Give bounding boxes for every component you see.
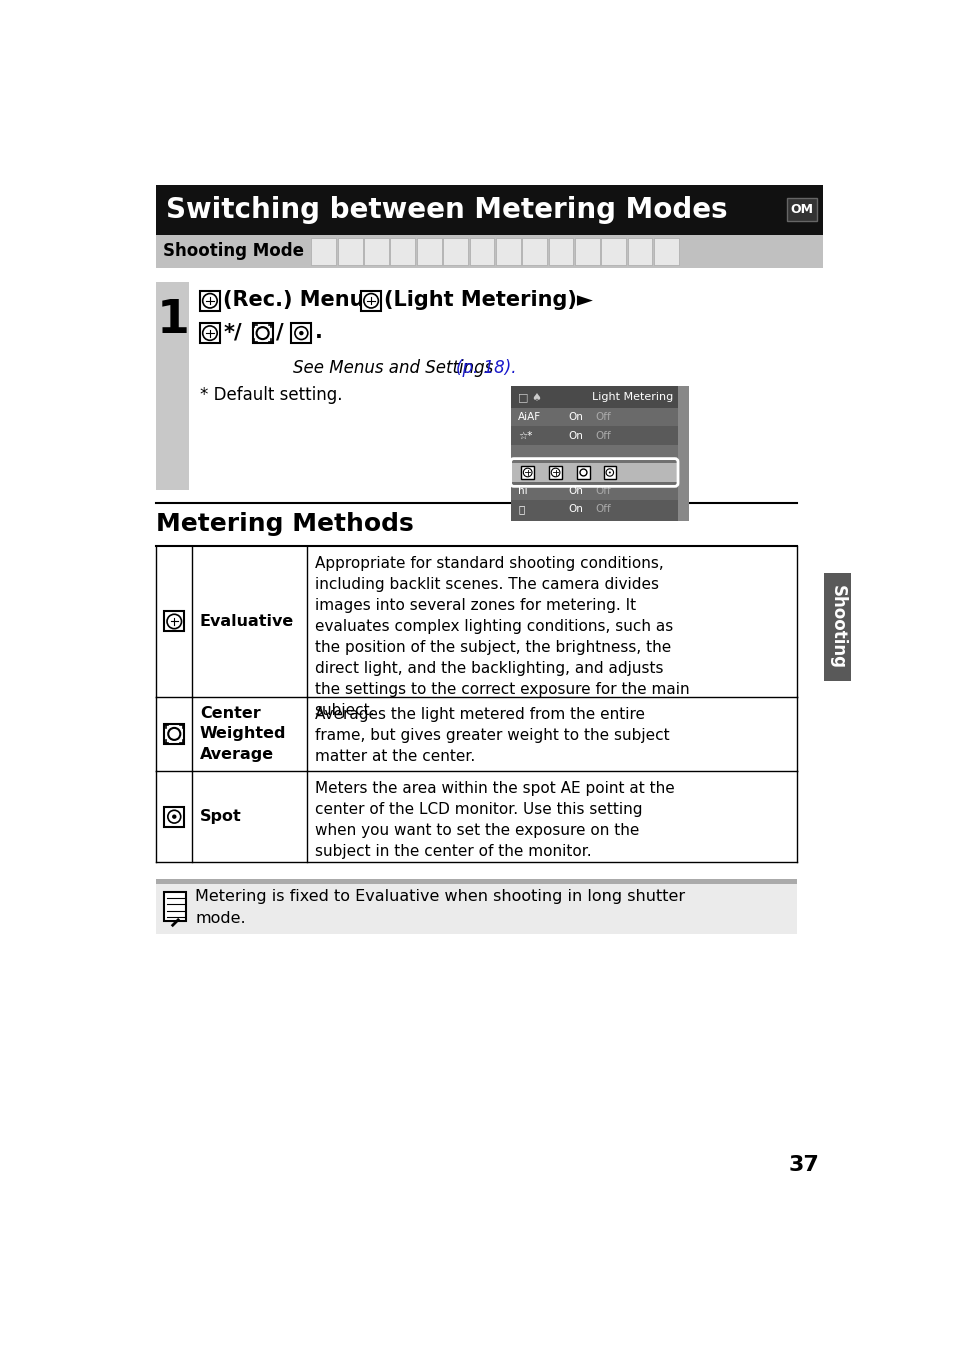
Text: Evaluative: Evaluative xyxy=(199,613,294,629)
Bar xyxy=(360,291,381,311)
Bar xyxy=(510,386,688,521)
Bar xyxy=(654,238,679,265)
Bar xyxy=(199,291,220,311)
Bar xyxy=(390,238,415,265)
Bar xyxy=(521,238,546,265)
Bar xyxy=(510,482,678,500)
Bar xyxy=(786,198,816,221)
Bar xyxy=(364,238,389,265)
Text: ⌖: ⌖ xyxy=(517,504,524,514)
Text: Metering Methods: Metering Methods xyxy=(156,511,414,535)
Text: Off: Off xyxy=(596,486,611,496)
Text: Metering is fixed to Evaluative when shooting in long shutter
mode.: Metering is fixed to Evaluative when sho… xyxy=(195,889,684,927)
Bar xyxy=(443,238,468,265)
Bar xyxy=(510,426,678,445)
Bar xyxy=(164,892,186,921)
Bar xyxy=(577,467,589,479)
Text: (p. 18).: (p. 18). xyxy=(456,359,516,377)
Text: Switching between Metering Modes: Switching between Metering Modes xyxy=(166,195,726,223)
Text: (Light Metering)►: (Light Metering)► xyxy=(384,291,593,309)
Bar xyxy=(253,323,273,343)
Bar xyxy=(521,467,534,479)
Text: Off: Off xyxy=(596,430,611,441)
Text: See Menus and Settings: See Menus and Settings xyxy=(293,359,497,377)
Text: Shooting Mode: Shooting Mode xyxy=(163,242,303,261)
Text: On: On xyxy=(568,486,583,496)
Text: Light Metering: Light Metering xyxy=(592,391,673,402)
Bar xyxy=(678,386,688,521)
Text: Off: Off xyxy=(596,504,611,514)
Circle shape xyxy=(608,472,610,473)
Bar xyxy=(156,184,822,234)
Circle shape xyxy=(299,331,303,335)
Bar xyxy=(600,238,625,265)
Text: On: On xyxy=(568,430,583,441)
Text: Center
Weighted
Average: Center Weighted Average xyxy=(199,706,286,761)
Bar xyxy=(548,238,573,265)
Text: Appropriate for standard shooting conditions,
including backlit scenes. The came: Appropriate for standard shooting condit… xyxy=(314,557,688,718)
Bar xyxy=(156,234,822,269)
Text: Meters the area within the spot AE point at the
center of the LCD monitor. Use t: Meters the area within the spot AE point… xyxy=(314,781,674,859)
Bar xyxy=(510,445,678,463)
Text: □ ♠: □ ♠ xyxy=(517,391,542,402)
Bar xyxy=(199,323,220,343)
Text: AiAF: AiAF xyxy=(517,412,541,422)
Circle shape xyxy=(172,815,176,819)
Text: Off: Off xyxy=(596,412,611,422)
Text: Averages the light metered from the entire
frame, but gives greater weight to th: Averages the light metered from the enti… xyxy=(314,706,668,764)
Bar xyxy=(469,238,494,265)
Text: OM: OM xyxy=(790,203,813,217)
Bar xyxy=(575,238,599,265)
Bar xyxy=(510,386,678,408)
Bar xyxy=(156,880,796,885)
Bar xyxy=(291,323,311,343)
Text: * Default setting.: * Default setting. xyxy=(199,386,342,404)
Bar xyxy=(156,880,796,935)
Bar xyxy=(510,500,678,519)
Text: On: On xyxy=(568,412,583,422)
Bar xyxy=(549,467,561,479)
Bar xyxy=(156,282,189,490)
Text: On: On xyxy=(568,504,583,514)
Bar xyxy=(510,463,678,482)
Text: 1: 1 xyxy=(156,297,189,343)
Text: hi: hi xyxy=(517,486,527,496)
Bar xyxy=(164,724,184,744)
Text: Spot: Spot xyxy=(199,810,241,824)
Bar xyxy=(496,238,520,265)
Text: .: . xyxy=(314,323,322,343)
Text: */: */ xyxy=(223,323,241,343)
Text: /: / xyxy=(275,323,283,343)
Text: 37: 37 xyxy=(787,1155,819,1176)
Text: ☆*: ☆* xyxy=(517,430,532,441)
Bar xyxy=(823,573,850,681)
Bar xyxy=(603,467,616,479)
Text: Shooting: Shooting xyxy=(828,585,846,670)
Text: (Rec.) Menu►: (Rec.) Menu► xyxy=(223,291,380,309)
Bar xyxy=(164,612,184,632)
Bar xyxy=(416,238,441,265)
Bar xyxy=(510,408,678,426)
Bar xyxy=(311,238,335,265)
Bar xyxy=(337,238,362,265)
Bar xyxy=(627,238,652,265)
Bar xyxy=(164,807,184,827)
